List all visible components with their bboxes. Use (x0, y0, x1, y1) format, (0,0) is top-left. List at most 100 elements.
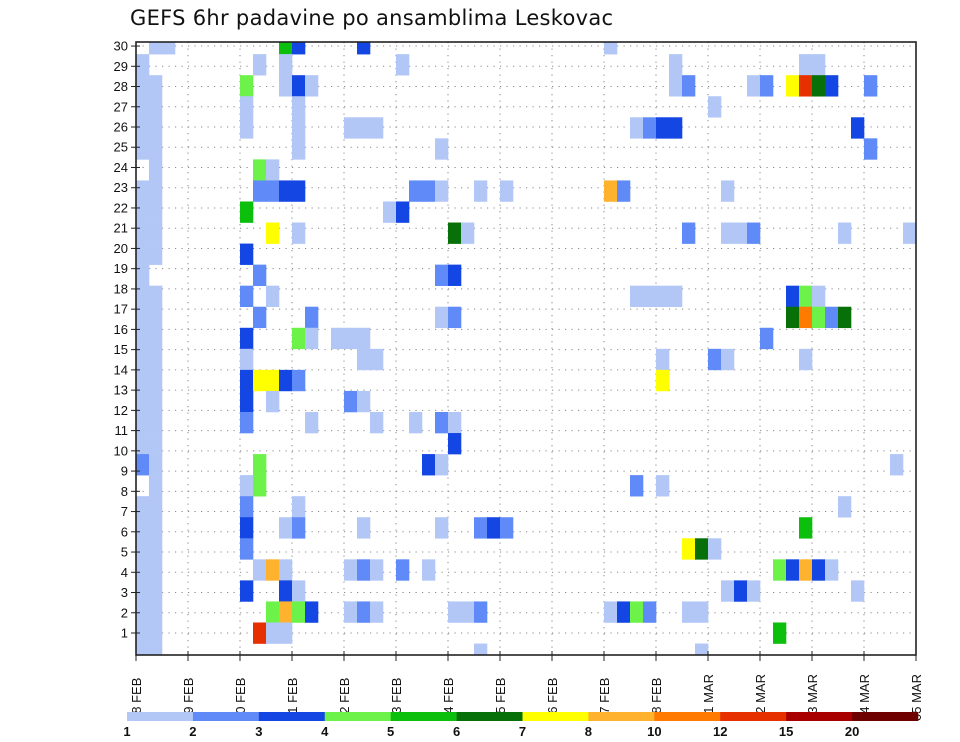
heatmap-cell (279, 180, 293, 202)
heatmap-cell (136, 538, 150, 560)
heatmap-cell (253, 559, 267, 581)
heatmap-cell (344, 327, 358, 350)
x-tick-month: FEB (545, 678, 560, 703)
heatmap-cell (643, 117, 657, 139)
heatmap-cell (305, 601, 319, 623)
heatmap-cell (344, 390, 358, 413)
heatmap-cell (136, 138, 150, 160)
heatmap-cell (149, 517, 163, 539)
y-tick-label: 17 (114, 302, 128, 317)
heatmap-cell (240, 411, 254, 434)
y-tick-label: 20 (114, 241, 128, 256)
heatmap-cell (292, 96, 306, 118)
colorbar-label: 3 (255, 724, 262, 739)
heatmap-cell (799, 306, 813, 329)
colorbar-segment (522, 712, 589, 721)
heatmap-cell (786, 306, 800, 329)
heatmap-cell (773, 559, 787, 581)
heatmap-cell (760, 75, 774, 97)
heatmap-cell (240, 75, 254, 97)
heatmap-cell (656, 285, 670, 308)
cells (136, 42, 916, 655)
heatmap-cell (136, 201, 150, 223)
heatmap-cell (292, 75, 306, 97)
heatmap-cell (266, 222, 280, 244)
heatmap-cell (136, 622, 150, 644)
colorbar-segment (456, 712, 523, 721)
heatmap-cell (240, 538, 254, 560)
heatmap-cell (149, 601, 163, 623)
heatmap-cell (136, 390, 150, 413)
heatmap-cell (292, 138, 306, 160)
heatmap-cell (279, 622, 293, 644)
heatmap-cell (149, 201, 163, 223)
heatmap-cell (370, 348, 384, 371)
x-tick-month: FEB (337, 678, 352, 703)
heatmap-cell (149, 559, 163, 581)
heatmap-cell (136, 348, 150, 371)
y-tick-label: 3 (121, 585, 128, 600)
heatmap-cell (279, 75, 293, 97)
heatmap-cell (838, 496, 852, 518)
heatmap-cell (305, 75, 319, 97)
y-tick-label: 16 (114, 322, 128, 337)
heatmap-cell (136, 264, 150, 286)
heatmap-cell (448, 433, 462, 455)
y-tick-label: 21 (114, 221, 128, 236)
heatmap-cell (240, 285, 254, 308)
heatmap-cell (799, 559, 813, 581)
heatmap-cell (344, 601, 358, 623)
heatmap-cell (149, 96, 163, 118)
heatmap-cell (292, 517, 306, 539)
heatmap-cell (500, 180, 514, 202)
heatmap-cell (279, 580, 293, 602)
heatmap-cell (240, 201, 254, 223)
heatmap-cell (604, 180, 618, 202)
heatmap-cell (240, 117, 254, 139)
heatmap-cell (656, 369, 670, 392)
heatmap-cell (474, 643, 488, 655)
heatmap-cell (136, 306, 150, 329)
colorbar-label: 4 (321, 724, 329, 739)
y-tick-label: 8 (121, 484, 128, 499)
heatmap-cell (799, 517, 813, 539)
heatmap-cell (409, 411, 423, 434)
heatmap-cell (266, 159, 280, 181)
heatmap-cell (825, 559, 839, 581)
heatmap-cell (240, 327, 254, 350)
colorbar-segment (786, 712, 853, 721)
heatmap-cell (435, 306, 449, 329)
heatmap-cell (656, 348, 670, 371)
heatmap-cell (630, 117, 644, 139)
colorbar-segment (390, 712, 457, 721)
heatmap-cell (149, 180, 163, 202)
y-tick-label: 6 (121, 524, 128, 539)
y-tick-label: 14 (114, 362, 128, 377)
heatmap-cell (253, 264, 267, 286)
heatmap-cell (149, 538, 163, 560)
heatmap-cell (149, 411, 163, 434)
heatmap-cell (149, 327, 163, 350)
chart-title: GEFS 6hr padavine po ansamblima Leskovac (130, 6, 614, 30)
heatmap-cell (149, 348, 163, 371)
heatmap-cell (630, 285, 644, 308)
heatmap-cell (474, 517, 488, 539)
x-tick-month: FEB (441, 678, 456, 703)
y-tick-label: 4 (121, 565, 128, 580)
heatmap-cell (305, 411, 319, 434)
heatmap-cell (136, 96, 150, 118)
colorbar-segment (720, 712, 787, 721)
heatmap-cell (149, 285, 163, 308)
heatmap-cell (136, 643, 150, 655)
x-tick-month: MAR (701, 674, 716, 703)
heatmap-cell (448, 411, 462, 434)
colorbar-label: 15 (779, 724, 793, 739)
heatmap-cell (656, 117, 670, 139)
heatmap-cell (864, 138, 878, 160)
colorbar-segment (852, 712, 919, 721)
heatmap-cell (292, 580, 306, 602)
heatmap-cell (760, 327, 774, 350)
heatmap-cell (136, 54, 150, 76)
heatmap-cell (812, 285, 826, 308)
heatmap-cell (357, 327, 371, 350)
